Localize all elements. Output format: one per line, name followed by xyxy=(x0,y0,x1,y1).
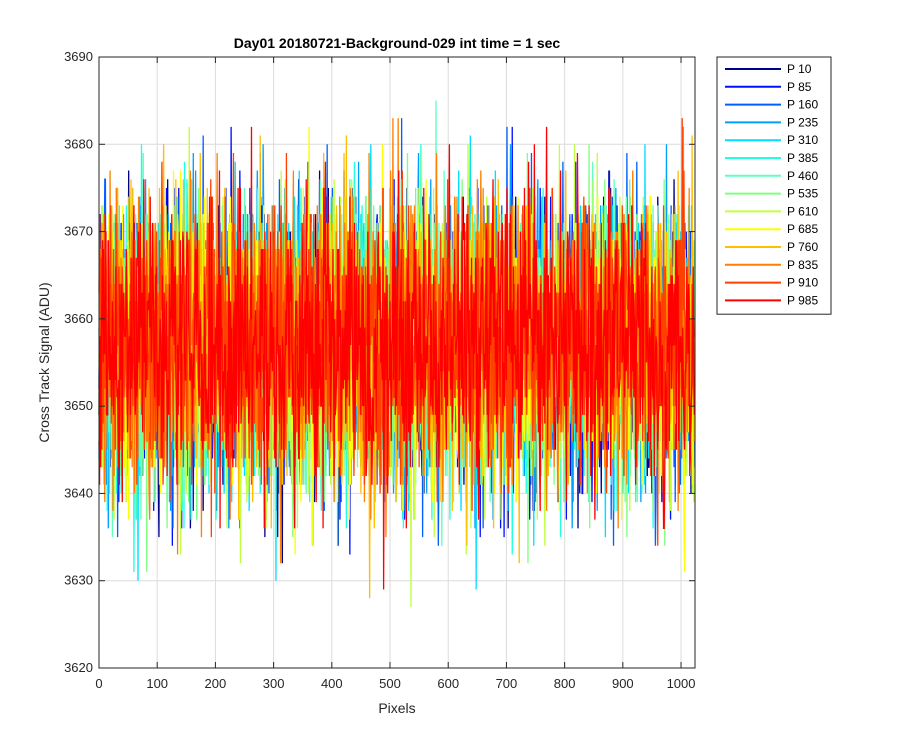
x-tick-label: 900 xyxy=(612,676,634,691)
series-line xyxy=(98,126,696,590)
y-tick-label: 3650 xyxy=(64,398,93,413)
legend-entry: P 610 xyxy=(787,204,818,218)
x-tick-label: 100 xyxy=(146,676,168,691)
x-tick-label: 500 xyxy=(379,676,401,691)
x-tick-label: 700 xyxy=(496,676,518,691)
x-tick-label: 600 xyxy=(437,676,459,691)
y-axis-label: Cross Track Signal (ADU) xyxy=(36,282,52,442)
x-tick-label: 1000 xyxy=(667,676,696,691)
legend-entry: P 385 xyxy=(787,151,818,165)
legend-entry: P 235 xyxy=(787,115,818,129)
x-tick-label: 800 xyxy=(554,676,576,691)
legend-entry: P 160 xyxy=(787,98,818,112)
plot-frame xyxy=(98,56,696,669)
x-axis-label: Pixels xyxy=(378,700,415,716)
series-layer xyxy=(98,100,696,607)
legend-entry: P 835 xyxy=(787,258,818,272)
legend-entry: P 10 xyxy=(787,62,812,76)
x-tick-label: 0 xyxy=(95,676,102,691)
legend-entry: P 910 xyxy=(787,276,818,290)
legend-entry: P 760 xyxy=(787,240,818,254)
y-tick-label: 3640 xyxy=(64,485,93,500)
legend-entry: P 985 xyxy=(787,293,818,307)
y-tick-label: 3680 xyxy=(64,136,93,151)
x-axis: 0 100 200 300 400 500 600 700 800 900 1000 xyxy=(95,57,695,691)
x-tick-label: 300 xyxy=(263,676,285,691)
legend-entry: P 685 xyxy=(787,222,818,236)
x-tick-label: 400 xyxy=(321,676,343,691)
legend: P 10 P 85 P 160 P 235 P 310 P 385 P 460 P 535 P … xyxy=(716,56,832,315)
legend-box xyxy=(716,56,832,315)
chart-title: Day01 20180721-Background-029 int time =… xyxy=(234,35,561,51)
legend-entry: P 310 xyxy=(787,133,818,147)
y-tick-label: 3660 xyxy=(64,311,93,326)
legend-entry: P 535 xyxy=(787,187,818,201)
y-tick-label: 3670 xyxy=(64,224,93,239)
legend-entry: P 85 xyxy=(787,80,812,94)
x-tick-label: 200 xyxy=(205,676,227,691)
y-tick-label: 3690 xyxy=(64,49,93,64)
y-tick-label: 3620 xyxy=(64,660,93,675)
y-tick-label: 3630 xyxy=(64,573,93,588)
legend-entry: P 460 xyxy=(787,169,818,183)
y-axis: 3620 3630 3640 3650 3660 3670 3680 3690 xyxy=(64,49,695,675)
